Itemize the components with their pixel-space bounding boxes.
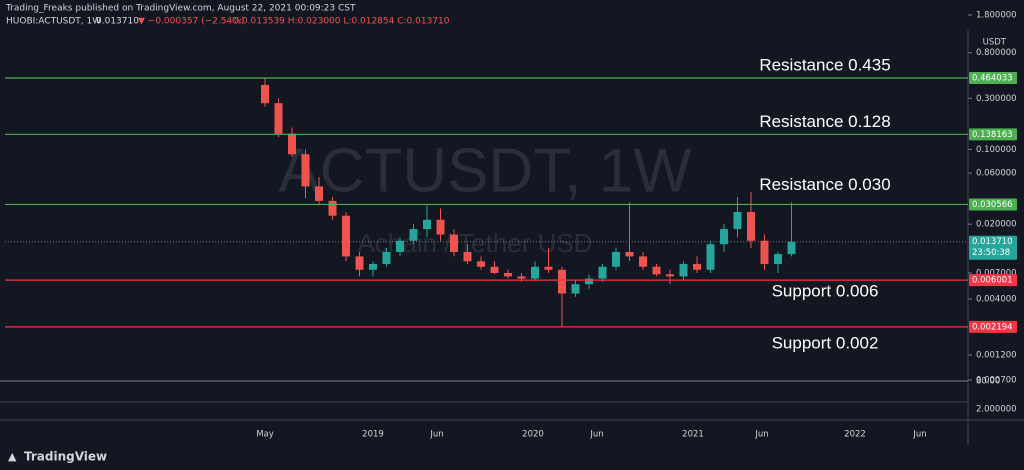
candle-body bbox=[504, 272, 512, 277]
candle-body bbox=[666, 274, 674, 277]
candle-body bbox=[571, 284, 580, 294]
level-price-box bbox=[969, 274, 1017, 287]
level-price-label: 0.002194 bbox=[972, 322, 1013, 332]
ohlc: O:0.013539 H:0.023000 L:0.012854 C:0.013… bbox=[232, 17, 450, 27]
candle-body bbox=[706, 244, 715, 270]
candle-body bbox=[315, 186, 323, 201]
level-price-box bbox=[969, 128, 1017, 141]
last-price-label: 0.013710 bbox=[972, 237, 1013, 247]
level-annotation: Resistance 0.030 bbox=[759, 175, 890, 194]
candle-body bbox=[423, 219, 431, 230]
candle-body bbox=[490, 266, 499, 273]
last-price-box bbox=[969, 235, 1017, 260]
level-price-box bbox=[969, 72, 1017, 85]
candle-body bbox=[409, 229, 418, 241]
y-tick-label: 0.020000 bbox=[976, 220, 1017, 230]
x-tick-label: 2020 bbox=[522, 430, 544, 440]
currency: USDT bbox=[983, 38, 1007, 48]
x-tick-label: Jun bbox=[912, 430, 926, 440]
y-tick-label: 0.300000 bbox=[976, 94, 1017, 104]
change: ▼ −0.000357 (−2.54%) bbox=[138, 17, 244, 27]
candle-body bbox=[558, 269, 566, 294]
candle-body bbox=[382, 251, 391, 264]
y-tick-label: 0.100000 bbox=[976, 145, 1017, 155]
y-tick-label: 0.004000 bbox=[976, 294, 1017, 304]
symbol: HUOBI:ACTUSDT, 1W bbox=[6, 17, 101, 27]
level-annotation: Support 0.002 bbox=[772, 333, 879, 352]
level-annotation: Resistance 0.435 bbox=[759, 55, 890, 74]
level-price-label: 0.464033 bbox=[972, 74, 1013, 84]
candle-body bbox=[328, 200, 337, 216]
candle-body bbox=[544, 266, 553, 270]
candle-body bbox=[652, 266, 661, 275]
level-annotation: Resistance 0.128 bbox=[759, 112, 890, 131]
y-tick-label: 0.000700 bbox=[976, 376, 1017, 386]
lower-pane-label: 2.000000 bbox=[976, 405, 1017, 415]
x-tick-label: 2021 bbox=[682, 430, 704, 440]
x-tick-label: Jun bbox=[589, 430, 603, 440]
x-tick-label: Jun bbox=[754, 430, 768, 440]
candle-body bbox=[598, 266, 607, 279]
level-annotation: Support 0.006 bbox=[772, 282, 879, 301]
y-tick-label: 0.060000 bbox=[976, 169, 1017, 179]
candle-body bbox=[450, 234, 458, 252]
candle-body bbox=[342, 215, 350, 257]
candle-body bbox=[369, 263, 377, 270]
candle-body bbox=[760, 240, 769, 264]
candle-body bbox=[679, 263, 688, 277]
level-price-label: 0.030566 bbox=[972, 200, 1013, 210]
candle-body bbox=[787, 241, 796, 255]
last-close: 0.013710 bbox=[96, 17, 139, 27]
candle-body bbox=[774, 254, 782, 264]
level-price-label: 0.006001 bbox=[972, 276, 1013, 286]
candle-body bbox=[274, 103, 283, 134]
candle-body bbox=[517, 276, 526, 279]
y-tick-label: 0.007000 bbox=[976, 268, 1017, 278]
watermark: ACTUSDT, 1W bbox=[278, 136, 692, 205]
candle-body bbox=[585, 278, 593, 285]
y-tick-label: 0.001200 bbox=[976, 350, 1017, 360]
candle-body bbox=[639, 256, 647, 267]
x-tick-label: 2022 bbox=[844, 430, 866, 440]
candle-body bbox=[436, 219, 445, 235]
brand-logo: ▲ bbox=[8, 450, 17, 463]
publisher: Trading_Freaks published on TradingView.… bbox=[5, 4, 356, 14]
candle-body bbox=[733, 211, 742, 230]
candle-body bbox=[396, 240, 404, 252]
candle-body bbox=[625, 251, 634, 257]
candle-body bbox=[463, 251, 472, 262]
candle-body bbox=[693, 263, 701, 270]
level-price-box bbox=[969, 320, 1017, 333]
countdown: 23:50:38 bbox=[972, 248, 1010, 258]
candle-body bbox=[288, 133, 296, 155]
level-price-label: 0.138163 bbox=[972, 130, 1013, 140]
x-tick-label: May bbox=[256, 430, 274, 440]
candle-body bbox=[747, 211, 755, 241]
candle-body bbox=[301, 154, 310, 187]
level-price-box bbox=[969, 198, 1017, 211]
brand: TradingView bbox=[24, 450, 107, 464]
x-tick-label: 2019 bbox=[362, 430, 384, 440]
candle-body bbox=[531, 266, 539, 279]
candle-body bbox=[477, 261, 485, 267]
y-tick-label: 1.800000 bbox=[976, 11, 1017, 21]
candle-body bbox=[720, 229, 728, 245]
watermark-subtitle: Achain / Tether USD bbox=[357, 228, 592, 258]
lower-pane-label: 80.00 bbox=[976, 377, 1000, 387]
x-tick-label: Jun bbox=[429, 430, 443, 440]
y-tick-label: 0.800000 bbox=[976, 48, 1017, 58]
candle-body bbox=[261, 84, 269, 104]
candle-body bbox=[612, 251, 620, 267]
candle-body bbox=[355, 256, 364, 270]
